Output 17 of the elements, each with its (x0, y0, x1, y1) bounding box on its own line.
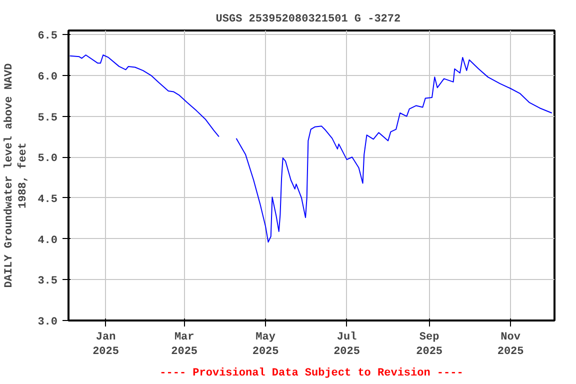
x-tick-label: Jul 2025 (334, 332, 360, 358)
chart-title: USGS 253952080321501 G -3272 (216, 14, 401, 26)
y-tick-label: 5.0 (38, 153, 58, 166)
x-tick-label: Jan 2025 (92, 332, 120, 358)
x-tick-label: Mar 2025 (171, 332, 198, 358)
y-axis-title: DAILY Groundwater level above NAVD 1988, feet (3, 62, 30, 288)
y-tick-label: 4.5 (38, 194, 58, 206)
x-tick-label: May 2025 (252, 332, 280, 358)
y-tick-label: 4.0 (38, 234, 58, 247)
x-tick-label: Sep 2025 (416, 332, 443, 358)
text: ---- Provisional Data Subject to Revision ---- (160, 368, 464, 380)
y-tick-label: 3.0 (38, 316, 58, 328)
y-tick-label: 6.5 (38, 30, 58, 43)
y-tick-label: 3.5 (38, 276, 58, 288)
x-tick-label: Nov 2025 (497, 332, 524, 358)
y-tick-label: 6.0 (38, 71, 58, 84)
y-tick-label: 5.5 (38, 112, 58, 124)
